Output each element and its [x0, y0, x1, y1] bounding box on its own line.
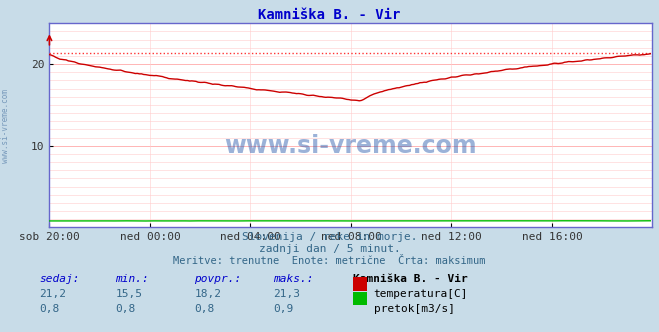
Text: Kamniška B. - Vir: Kamniška B. - Vir [353, 274, 467, 284]
Text: 0,8: 0,8 [40, 304, 60, 314]
Text: maks.:: maks.: [273, 274, 314, 284]
Text: povpr.:: povpr.: [194, 274, 242, 284]
Text: www.si-vreme.com: www.si-vreme.com [1, 89, 10, 163]
Text: sedaj:: sedaj: [40, 274, 80, 284]
Text: 21,2: 21,2 [40, 289, 67, 299]
Text: temperatura[C]: temperatura[C] [374, 289, 468, 299]
Text: 18,2: 18,2 [194, 289, 221, 299]
Text: 21,3: 21,3 [273, 289, 301, 299]
Text: 0,8: 0,8 [115, 304, 136, 314]
Text: min.:: min.: [115, 274, 149, 284]
Text: 0,9: 0,9 [273, 304, 294, 314]
Text: Meritve: trenutne  Enote: metrične  Črta: maksimum: Meritve: trenutne Enote: metrične Črta: … [173, 256, 486, 266]
Text: Kamniška B. - Vir: Kamniška B. - Vir [258, 8, 401, 22]
Text: www.si-vreme.com: www.si-vreme.com [225, 134, 477, 158]
Text: 0,8: 0,8 [194, 304, 215, 314]
Text: 15,5: 15,5 [115, 289, 142, 299]
Text: Slovenija / reke in morje.: Slovenija / reke in morje. [242, 232, 417, 242]
Text: pretok[m3/s]: pretok[m3/s] [374, 304, 455, 314]
Text: zadnji dan / 5 minut.: zadnji dan / 5 minut. [258, 244, 401, 254]
